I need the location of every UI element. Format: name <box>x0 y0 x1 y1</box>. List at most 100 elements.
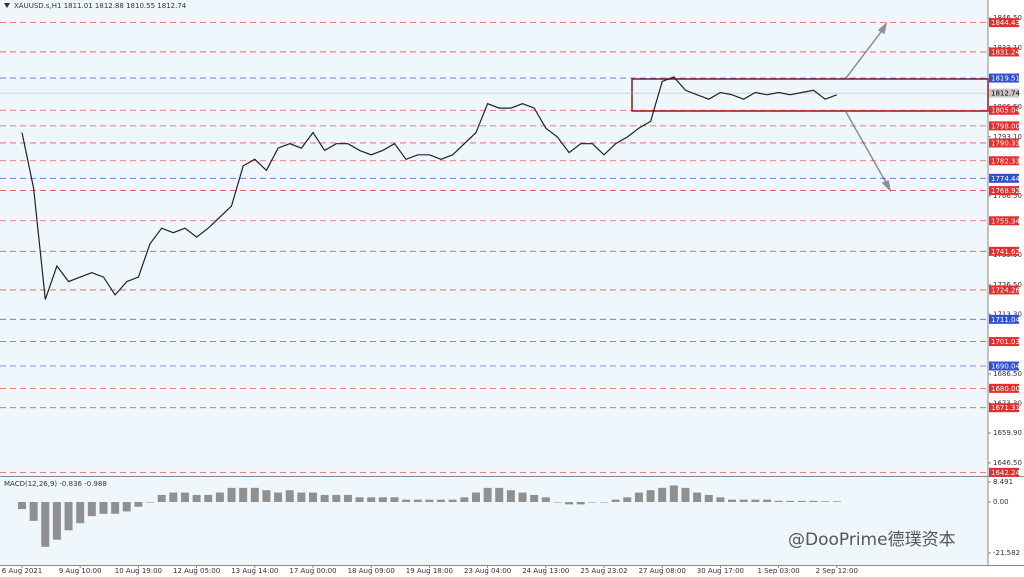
macd-bar <box>425 499 434 503</box>
x-tick-label: 30 Aug 17:00 <box>697 567 744 575</box>
level-label: 1805.04 <box>991 107 1020 115</box>
level-tag <box>989 403 1019 413</box>
x-tick-label: 13 Aug 14:00 <box>231 567 278 575</box>
open: 1811.01 <box>64 2 93 10</box>
level-tag <box>989 156 1019 166</box>
level-label: 1642.24 <box>991 469 1020 477</box>
macd-bar <box>239 487 248 503</box>
x-tick-label: 19 Aug 18:00 <box>406 567 453 575</box>
macd-bar <box>227 487 236 503</box>
range-box <box>631 78 989 112</box>
level-tag <box>989 337 1019 347</box>
high: 1812.88 <box>95 2 124 10</box>
macd-bar <box>576 502 585 505</box>
level-tag <box>989 186 1019 196</box>
level-tag <box>989 105 1019 115</box>
macd-bar <box>180 492 189 503</box>
macd-bar <box>41 502 50 547</box>
macd-bar <box>751 499 760 503</box>
macd-bar <box>413 499 422 503</box>
macd-bar <box>483 487 492 503</box>
macd-panel <box>0 477 988 565</box>
x-tick-label: 12 Aug 05:00 <box>173 567 220 575</box>
macd-bar <box>262 490 271 503</box>
macd-bar <box>588 502 597 503</box>
macd-bar <box>623 497 632 503</box>
macd-bar <box>52 502 61 540</box>
y-tick-label: 1726.50 <box>993 281 1022 289</box>
macd-bar <box>111 502 120 514</box>
macd-bar <box>378 497 387 503</box>
macd-bar <box>437 499 446 503</box>
macd-bar <box>716 497 725 503</box>
price-line <box>21 76 838 300</box>
level-tag <box>989 216 1019 226</box>
x-tick-label: 1 Sep 03:00 <box>757 567 799 575</box>
x-tick-label: 18 Aug 09:00 <box>348 567 395 575</box>
macd-bar <box>355 497 364 503</box>
y-tick-label: 1793.10 <box>993 133 1022 141</box>
y-tick-label: 1659.90 <box>993 429 1022 437</box>
macd-bar <box>704 494 713 503</box>
level-tag <box>989 467 1019 477</box>
macd-bar <box>320 494 329 503</box>
level-label: 1701.03 <box>991 338 1020 346</box>
macd-bar <box>460 497 469 503</box>
macd-bar <box>367 497 376 503</box>
macd-header: MACD(12,26,9) -0.836 -0.988 <box>4 480 107 488</box>
macd-bar <box>471 492 480 503</box>
macd-bar <box>634 492 643 503</box>
x-tick-label: 2 Sep 12:00 <box>816 567 858 575</box>
level-label: 1690.04 <box>991 363 1020 371</box>
level-tag <box>989 88 1019 98</box>
level-tag <box>989 285 1019 295</box>
level-label: 1819.51 <box>991 75 1020 83</box>
level-label: 1782.33 <box>991 157 1020 165</box>
macd-bar <box>87 502 96 517</box>
macd-main: -0.836 <box>59 480 82 488</box>
menu-arrow <box>4 3 10 8</box>
macd-bar <box>402 499 411 503</box>
macd-bar <box>809 500 818 503</box>
macd-bar <box>600 502 608 503</box>
macd-bar <box>739 499 748 503</box>
macd-tick-label: 0.00 <box>993 498 1009 506</box>
macd-bar <box>18 502 26 510</box>
x-tick-label: 17 Aug 00:00 <box>289 567 336 575</box>
level-tag <box>989 18 1019 28</box>
level-label: 1790.33 <box>991 139 1020 147</box>
projection-arrows <box>845 21 892 193</box>
macd-bar <box>728 499 737 503</box>
macd-label: MACD(12,26,9) <box>4 480 57 488</box>
macd-bar <box>343 494 352 503</box>
level-tag <box>989 383 1019 393</box>
level-label: 1798.00 <box>991 122 1020 130</box>
main-panel <box>0 0 988 476</box>
level-label: 1755.34 <box>991 217 1020 225</box>
level-label: 1844.43 <box>991 19 1020 27</box>
level-tag <box>989 73 1019 83</box>
macd-tick-label: -21.582 <box>993 549 1020 557</box>
level-label: 1711.04 <box>991 316 1020 324</box>
y-tick-label: 1766.50 <box>993 192 1022 200</box>
macd-tick-label: 8.491 <box>993 478 1013 486</box>
macd-bar <box>821 501 830 503</box>
macd-bar <box>658 487 667 503</box>
y-tick-label: 1713.30 <box>993 310 1022 318</box>
level-tag <box>989 314 1019 324</box>
level-label: 1768.92 <box>991 187 1020 195</box>
macd-bar <box>448 499 457 503</box>
macd-bar <box>215 492 224 503</box>
symbol-header: XAUUSD.s,H1 1811.01 1812.88 1810.55 1812… <box>14 2 187 10</box>
level-label: 1741.62 <box>991 248 1020 256</box>
macd-bar <box>76 502 85 524</box>
level-tag <box>989 121 1019 131</box>
macd-bar <box>611 499 620 503</box>
macd-bar <box>192 494 201 503</box>
x-tick-label: 24 Aug 13:00 <box>522 567 569 575</box>
level-label: 1774.44 <box>991 175 1020 183</box>
x-tick-label: 25 Aug 23:02 <box>580 567 627 575</box>
macd-bar <box>669 485 678 503</box>
macd-bar <box>681 487 690 503</box>
